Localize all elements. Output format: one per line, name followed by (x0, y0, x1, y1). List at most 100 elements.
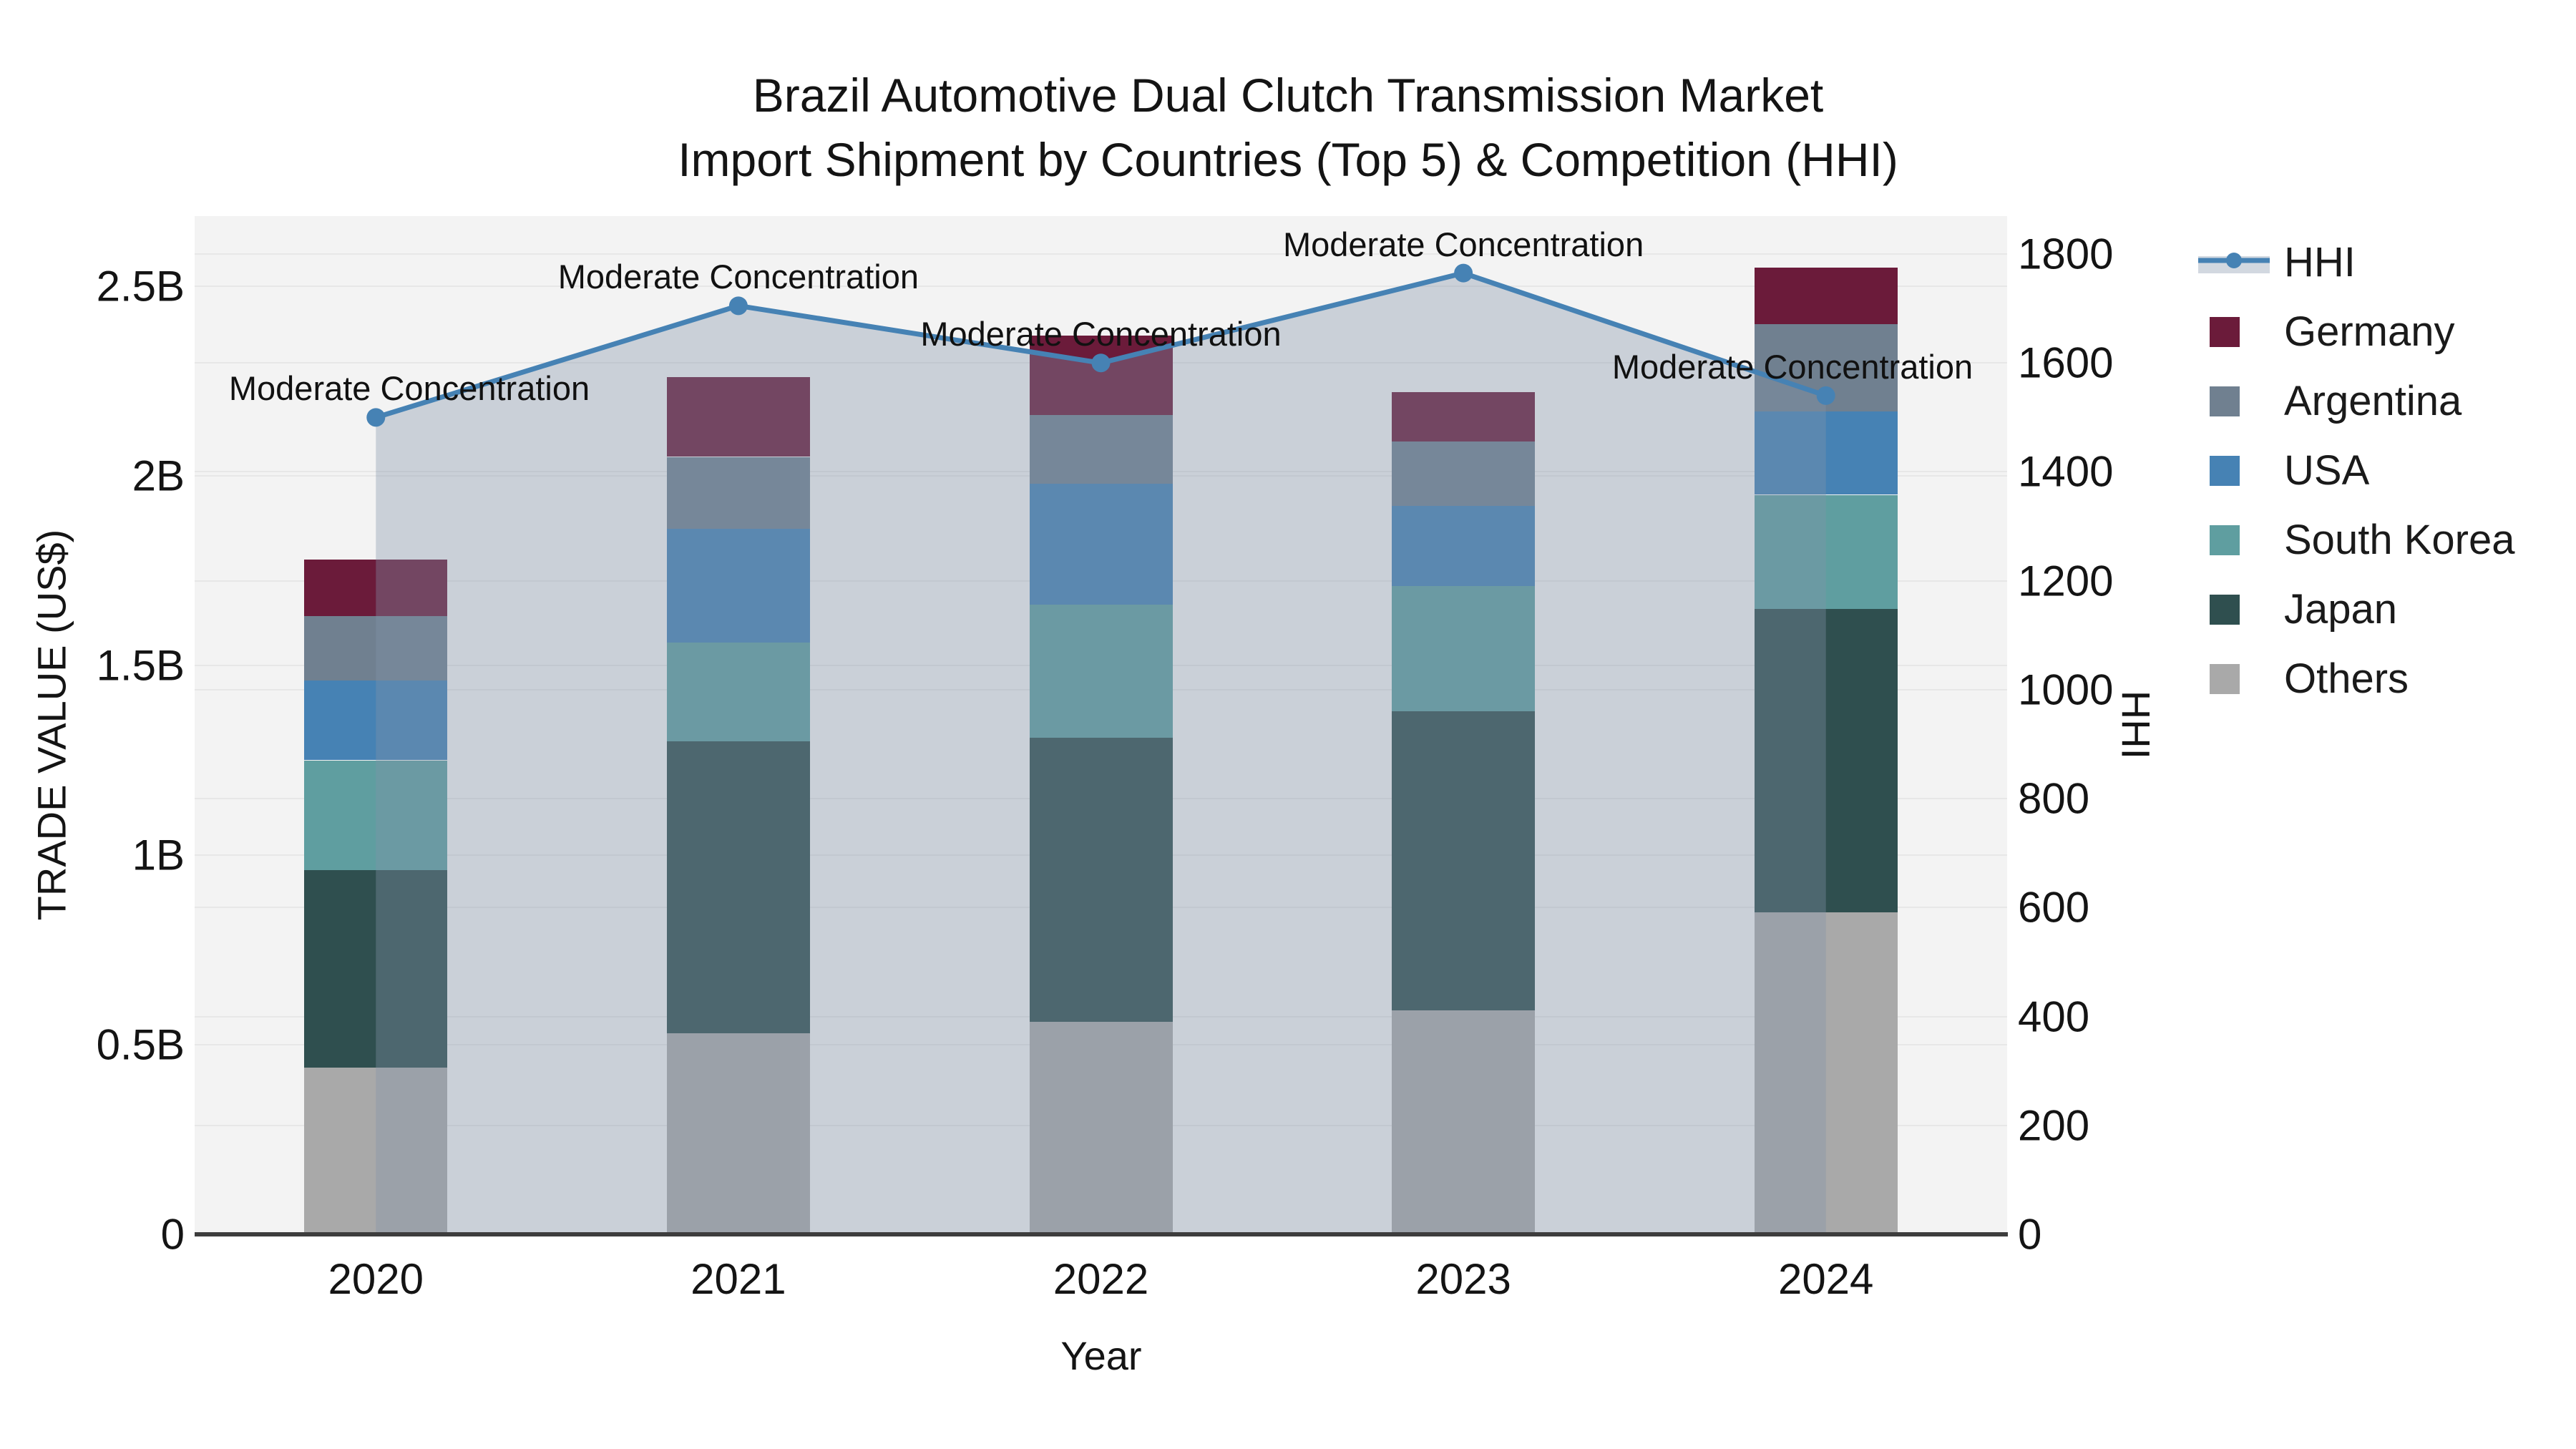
legend-swatch-argentina (2210, 386, 2240, 416)
bar-segment-germany-2020[interactable] (304, 559, 448, 617)
chart-title: Brazil Automotive Dual Clutch Transmissi… (678, 63, 1898, 192)
legend-label: Germany (2284, 308, 2455, 355)
legend: HHI Germany Argentina USA South Korea Japan Ot… (2198, 228, 2514, 713)
bar-segment-others-2024[interactable] (1754, 912, 1898, 1234)
legend-icon-slot (2198, 246, 2284, 279)
left-axis-title: TRADE VALUE (US$) (29, 529, 74, 921)
x-axis-title: Year (1060, 1333, 1142, 1378)
right-tick-1400: 1400 (2018, 447, 2114, 496)
bar-segment-argentina-2023[interactable] (1392, 441, 1536, 507)
hhi-marker-2023[interactable] (1454, 263, 1473, 283)
legend-item-japan[interactable]: Japan (2198, 575, 2514, 644)
bar-segment-argentina-2021[interactable] (666, 457, 810, 530)
right-tick-1200: 1200 (2018, 557, 2114, 605)
x-tick-2021: 2021 (691, 1255, 786, 1303)
legend-label: Others (2284, 655, 2409, 702)
legend-icon-slot (2198, 663, 2284, 694)
legend-item-usa[interactable]: USA (2198, 436, 2514, 505)
bar-segment-japan-2023[interactable] (1392, 711, 1536, 1011)
legend-label: Argentina (2284, 378, 2462, 424)
legend-item-south-korea[interactable]: South Korea (2198, 505, 2514, 575)
annotation-2020: Moderate Concentration (228, 369, 590, 408)
x-tick-2022: 2022 (1053, 1255, 1149, 1303)
left-tick-1B: 1B (132, 831, 185, 879)
bar-segment-germany-2021[interactable] (666, 377, 810, 457)
bar-segment-japan-2020[interactable] (304, 870, 448, 1068)
bar-segment-south-korea-2024[interactable] (1754, 494, 1898, 609)
right-tick-200: 200 (2018, 1101, 2090, 1150)
legend-label: Japan (2284, 586, 2398, 633)
chart-title-line2: Import Shipment by Countries (Top 5) & C… (678, 133, 1898, 186)
legend-swatch-usa (2210, 455, 2240, 486)
legend-swatch-germany (2210, 316, 2240, 347)
plot-area: Moderate Concentration Moderate Concentra… (195, 216, 2007, 1234)
legend-item-germany[interactable]: Germany (2198, 297, 2514, 366)
right-tick-800: 800 (2018, 774, 2090, 823)
bar-segment-south-korea-2021[interactable] (666, 643, 810, 741)
annotation-2023: Moderate Concentration (1282, 225, 1644, 263)
chart-title-line1: Brazil Automotive Dual Clutch Transmissi… (752, 69, 1824, 122)
x-tick-2024: 2024 (1777, 1255, 1874, 1303)
right-tick-1600: 1600 (2018, 338, 2114, 387)
gridline-value-2.5 (195, 286, 2007, 287)
hhi-marker-2022[interactable] (1091, 353, 1111, 373)
legend-item-others[interactable]: Others (2198, 644, 2514, 713)
right-axis-title: HHI (2113, 690, 2159, 760)
legend-label: South Korea (2284, 517, 2515, 563)
bar-segment-japan-2021[interactable] (666, 741, 810, 1034)
bar-segment-argentina-2020[interactable] (304, 616, 448, 681)
legend-item-hhi[interactable]: HHI (2198, 228, 2514, 297)
legend-icon-slot (2198, 525, 2284, 555)
bar-segment-usa-2022[interactable] (1029, 483, 1173, 605)
bar-segment-others-2022[interactable] (1029, 1022, 1173, 1234)
gridline-hhi-1800 (195, 253, 2007, 255)
right-tick-1000: 1000 (2018, 665, 2114, 714)
bar-segment-argentina-2022[interactable] (1029, 415, 1173, 484)
legend-icon-slot (2198, 386, 2284, 416)
bar-segment-usa-2020[interactable] (304, 680, 448, 761)
annotation-2024: Moderate Concentration (1611, 347, 1974, 386)
x-tick-2020: 2020 (328, 1255, 424, 1303)
left-tick-2.5B: 2.5B (96, 262, 185, 311)
bar-segment-others-2021[interactable] (666, 1033, 810, 1234)
legend-swatch-japan (2210, 594, 2240, 625)
annotation-2022: Moderate Concentration (920, 315, 1282, 353)
left-tick-0: 0 (160, 1210, 185, 1259)
right-tick-600: 600 (2018, 883, 2090, 932)
bar-segment-others-2023[interactable] (1392, 1010, 1536, 1234)
legend-item-argentina[interactable]: Argentina (2198, 366, 2514, 436)
hhi-marker-2020[interactable] (366, 408, 386, 427)
bar-segment-others-2020[interactable] (304, 1067, 448, 1234)
bar-segment-usa-2024[interactable] (1754, 411, 1898, 495)
legend-label: USA (2284, 447, 2370, 494)
bar-segment-usa-2021[interactable] (666, 529, 810, 643)
bar-segment-japan-2024[interactable] (1754, 608, 1898, 912)
bar-segment-usa-2023[interactable] (1392, 506, 1536, 586)
x-axis-line (195, 1232, 2008, 1236)
legend-label: HHI (2284, 239, 2356, 286)
hhi-area-fill (376, 273, 1826, 1234)
annotation-2021: Moderate Concentration (557, 258, 919, 296)
right-tick-1800: 1800 (2018, 230, 2114, 278)
left-tick-1.5B: 1.5B (96, 641, 185, 690)
bar-segment-germany-2023[interactable] (1392, 392, 1536, 442)
bar-segment-south-korea-2022[interactable] (1029, 605, 1173, 738)
legend-swatch-south-korea (2210, 525, 2240, 555)
right-tick-0: 0 (2018, 1210, 2042, 1259)
legend-icon-slot (2198, 316, 2284, 347)
bar-segment-south-korea-2020[interactable] (304, 760, 448, 871)
hhi-marker-2024[interactable] (1816, 386, 1835, 405)
hhi-legend-sample-icon (2198, 252, 2270, 273)
bar-segment-south-korea-2023[interactable] (1392, 585, 1536, 711)
legend-icon-slot (2198, 594, 2284, 625)
bar-segment-japan-2022[interactable] (1029, 737, 1173, 1023)
bar-segment-germany-2024[interactable] (1754, 267, 1898, 324)
hhi-marker-2021[interactable] (728, 296, 748, 316)
legend-swatch-others (2210, 663, 2240, 694)
right-tick-400: 400 (2018, 992, 2090, 1041)
legend-icon-slot (2198, 455, 2284, 486)
left-tick-2B: 2B (132, 452, 185, 500)
x-tick-2023: 2023 (1415, 1255, 1511, 1303)
hhi-overlay (366, 263, 1835, 1234)
